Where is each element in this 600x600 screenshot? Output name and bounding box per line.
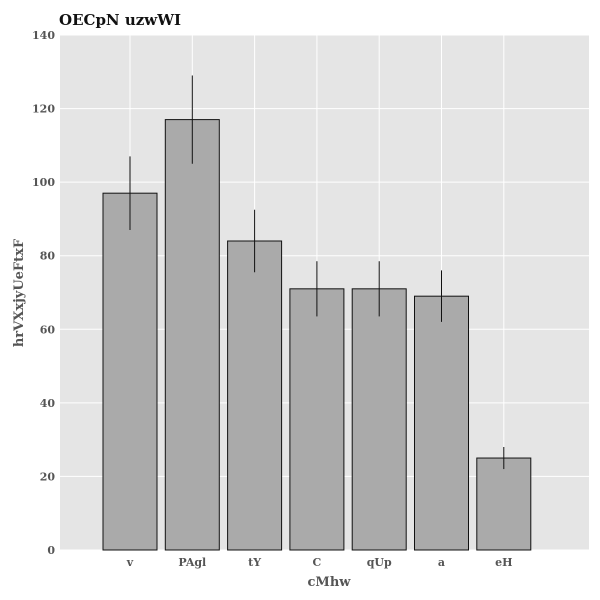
bar-PAgl — [164, 119, 220, 551]
bar-C — [289, 288, 345, 551]
x-tick-label-0: v — [126, 556, 134, 569]
y-tick-label-7: 140 — [32, 29, 55, 42]
y-tick-label-6: 120 — [32, 103, 55, 116]
bars — [102, 119, 532, 551]
y-axis-label: hrVXxjyUeFtxF — [12, 238, 27, 347]
bar-a — [414, 295, 469, 551]
y-tick-label-5: 100 — [32, 176, 55, 189]
x-tick-label-4: qUp — [367, 556, 392, 569]
y-tick-label-0: 0 — [47, 544, 55, 557]
y-tick-labels: 0 20 40 60 80 100 120 140 — [32, 29, 55, 557]
y-tick-label-4: 80 — [40, 250, 56, 263]
error-bars — [129, 75, 505, 470]
x-tick-label-3: C — [313, 556, 322, 569]
y-tick-label-2: 40 — [40, 397, 56, 410]
chart-title: OECpN uzwWI — [59, 11, 181, 29]
y-tick-label-1: 20 — [40, 470, 56, 483]
bar-tY — [227, 240, 283, 551]
bar-v — [102, 192, 158, 551]
x-tick-label-1: PAgl — [178, 556, 206, 569]
x-axis-label: cMhw — [308, 575, 352, 590]
x-tick-label-6: eH — [495, 556, 512, 569]
bar-qUp — [351, 288, 407, 551]
y-tick-label-3: 60 — [40, 323, 56, 336]
bar-eH — [476, 457, 532, 551]
x-tick-label-2: tY — [248, 556, 261, 569]
x-tick-label-5: a — [438, 556, 445, 569]
